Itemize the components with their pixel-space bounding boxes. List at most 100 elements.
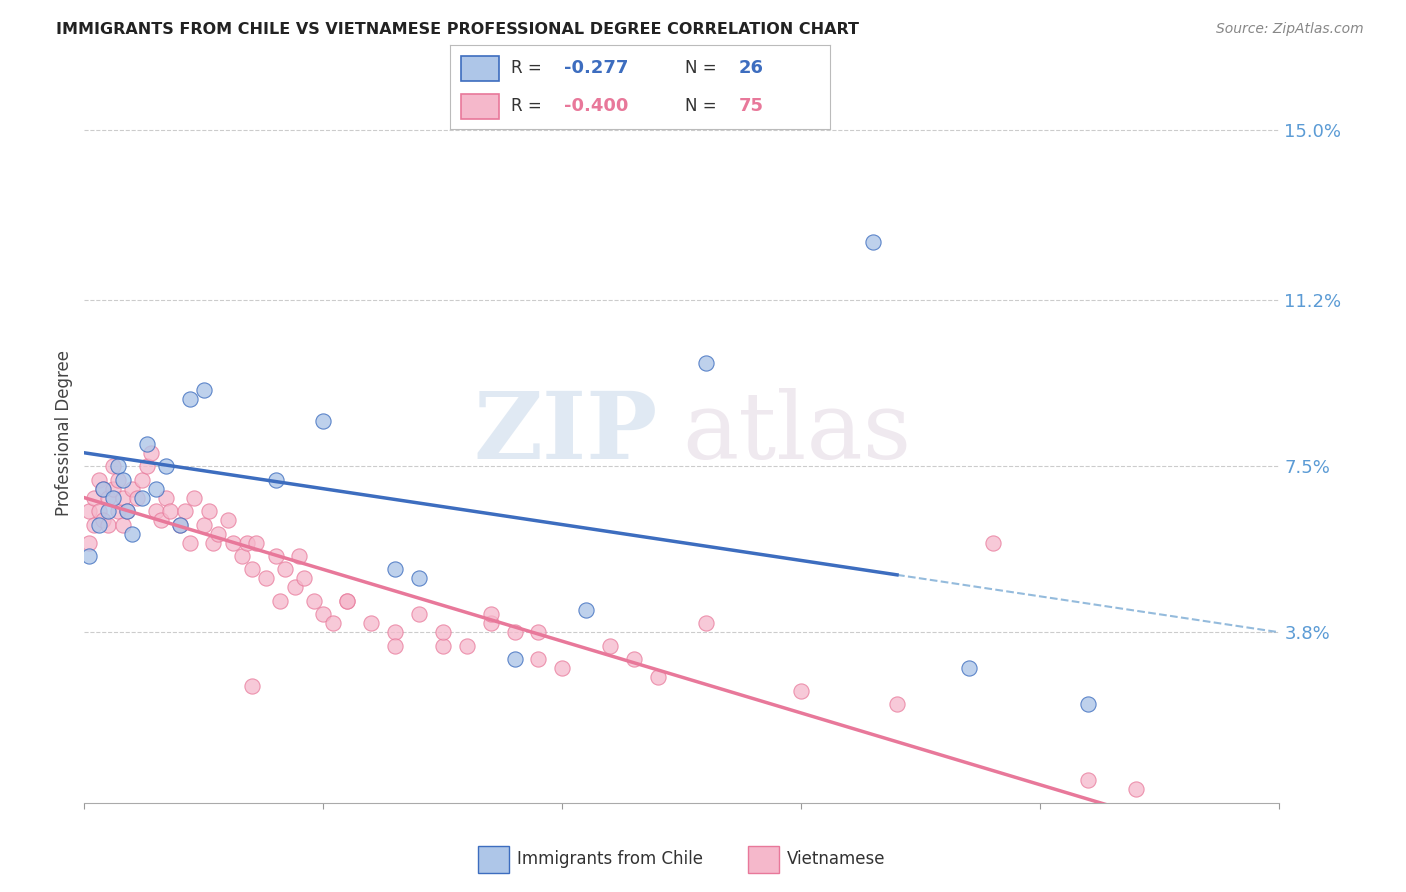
Point: [264, 473, 287, 487]
Point: [245, 535, 267, 549]
Point: [254, 571, 277, 585]
Point: [240, 679, 263, 693]
Point: [1077, 773, 1099, 788]
Point: [432, 625, 454, 640]
Point: [193, 517, 215, 532]
Point: [231, 549, 253, 563]
Point: [97, 491, 120, 505]
Point: [121, 526, 143, 541]
Point: [97, 517, 120, 532]
Point: [121, 482, 143, 496]
Point: [1077, 697, 1099, 711]
Point: [695, 616, 717, 631]
Point: [292, 571, 315, 585]
Point: [360, 616, 382, 631]
Text: atlas: atlas: [682, 388, 911, 477]
Point: [117, 504, 139, 518]
Point: [207, 526, 229, 541]
Point: [183, 491, 205, 505]
Point: [432, 639, 454, 653]
Point: [790, 683, 813, 698]
Text: -0.400: -0.400: [564, 97, 628, 115]
Text: R =: R =: [510, 97, 547, 115]
Point: [284, 581, 307, 595]
Point: [131, 491, 153, 505]
Bar: [478, 847, 509, 873]
Point: [173, 504, 195, 518]
Text: 26: 26: [738, 60, 763, 78]
Point: [240, 562, 263, 576]
Point: [221, 535, 243, 549]
Point: [169, 517, 191, 532]
Point: [97, 504, 120, 518]
Point: [101, 482, 124, 496]
Point: [217, 513, 239, 527]
Bar: [748, 847, 779, 873]
Point: [384, 562, 406, 576]
Point: [1125, 782, 1147, 797]
Point: [336, 594, 359, 608]
Point: [179, 535, 201, 549]
Text: Vietnamese: Vietnamese: [787, 849, 886, 868]
Point: [179, 392, 201, 406]
Point: [77, 504, 100, 518]
Point: [264, 549, 287, 563]
Point: [886, 697, 908, 711]
Text: Source: ZipAtlas.com: Source: ZipAtlas.com: [1216, 22, 1364, 37]
Point: [101, 491, 124, 505]
Point: [336, 594, 359, 608]
Text: Immigrants from Chile: Immigrants from Chile: [517, 849, 703, 868]
Point: [135, 459, 157, 474]
Point: [93, 513, 115, 527]
Point: [117, 504, 139, 518]
Point: [527, 625, 550, 640]
Point: [141, 446, 163, 460]
Point: [551, 661, 574, 675]
Point: [479, 616, 502, 631]
Point: [695, 356, 717, 370]
Point: [384, 639, 406, 653]
Point: [322, 616, 344, 631]
Text: N =: N =: [685, 60, 723, 78]
Point: [107, 473, 129, 487]
Point: [408, 571, 430, 585]
Point: [135, 437, 157, 451]
Point: [193, 383, 215, 397]
Point: [957, 661, 980, 675]
Point: [155, 491, 177, 505]
Point: [77, 549, 100, 563]
Point: [125, 491, 148, 505]
Point: [93, 482, 115, 496]
Bar: [461, 55, 499, 81]
Point: [623, 652, 645, 666]
Point: [408, 607, 430, 622]
Point: [83, 517, 105, 532]
Point: [77, 535, 100, 549]
Point: [87, 504, 110, 518]
Y-axis label: Professional Degree: Professional Degree: [55, 350, 73, 516]
Bar: [461, 94, 499, 120]
Point: [288, 549, 311, 563]
Point: [456, 639, 478, 653]
Point: [647, 670, 669, 684]
Point: [384, 625, 406, 640]
Point: [312, 414, 335, 428]
Text: R =: R =: [510, 60, 547, 78]
Point: [87, 473, 110, 487]
Point: [169, 517, 191, 532]
Point: [111, 473, 134, 487]
Point: [575, 603, 598, 617]
Point: [479, 607, 502, 622]
Point: [87, 517, 110, 532]
Point: [503, 652, 526, 666]
Point: [111, 491, 134, 505]
Point: [236, 535, 259, 549]
Point: [145, 504, 167, 518]
Point: [107, 459, 129, 474]
Point: [155, 459, 177, 474]
Text: ZIP: ZIP: [474, 388, 658, 477]
Point: [862, 235, 884, 249]
Point: [101, 459, 124, 474]
Point: [93, 482, 115, 496]
Point: [527, 652, 550, 666]
